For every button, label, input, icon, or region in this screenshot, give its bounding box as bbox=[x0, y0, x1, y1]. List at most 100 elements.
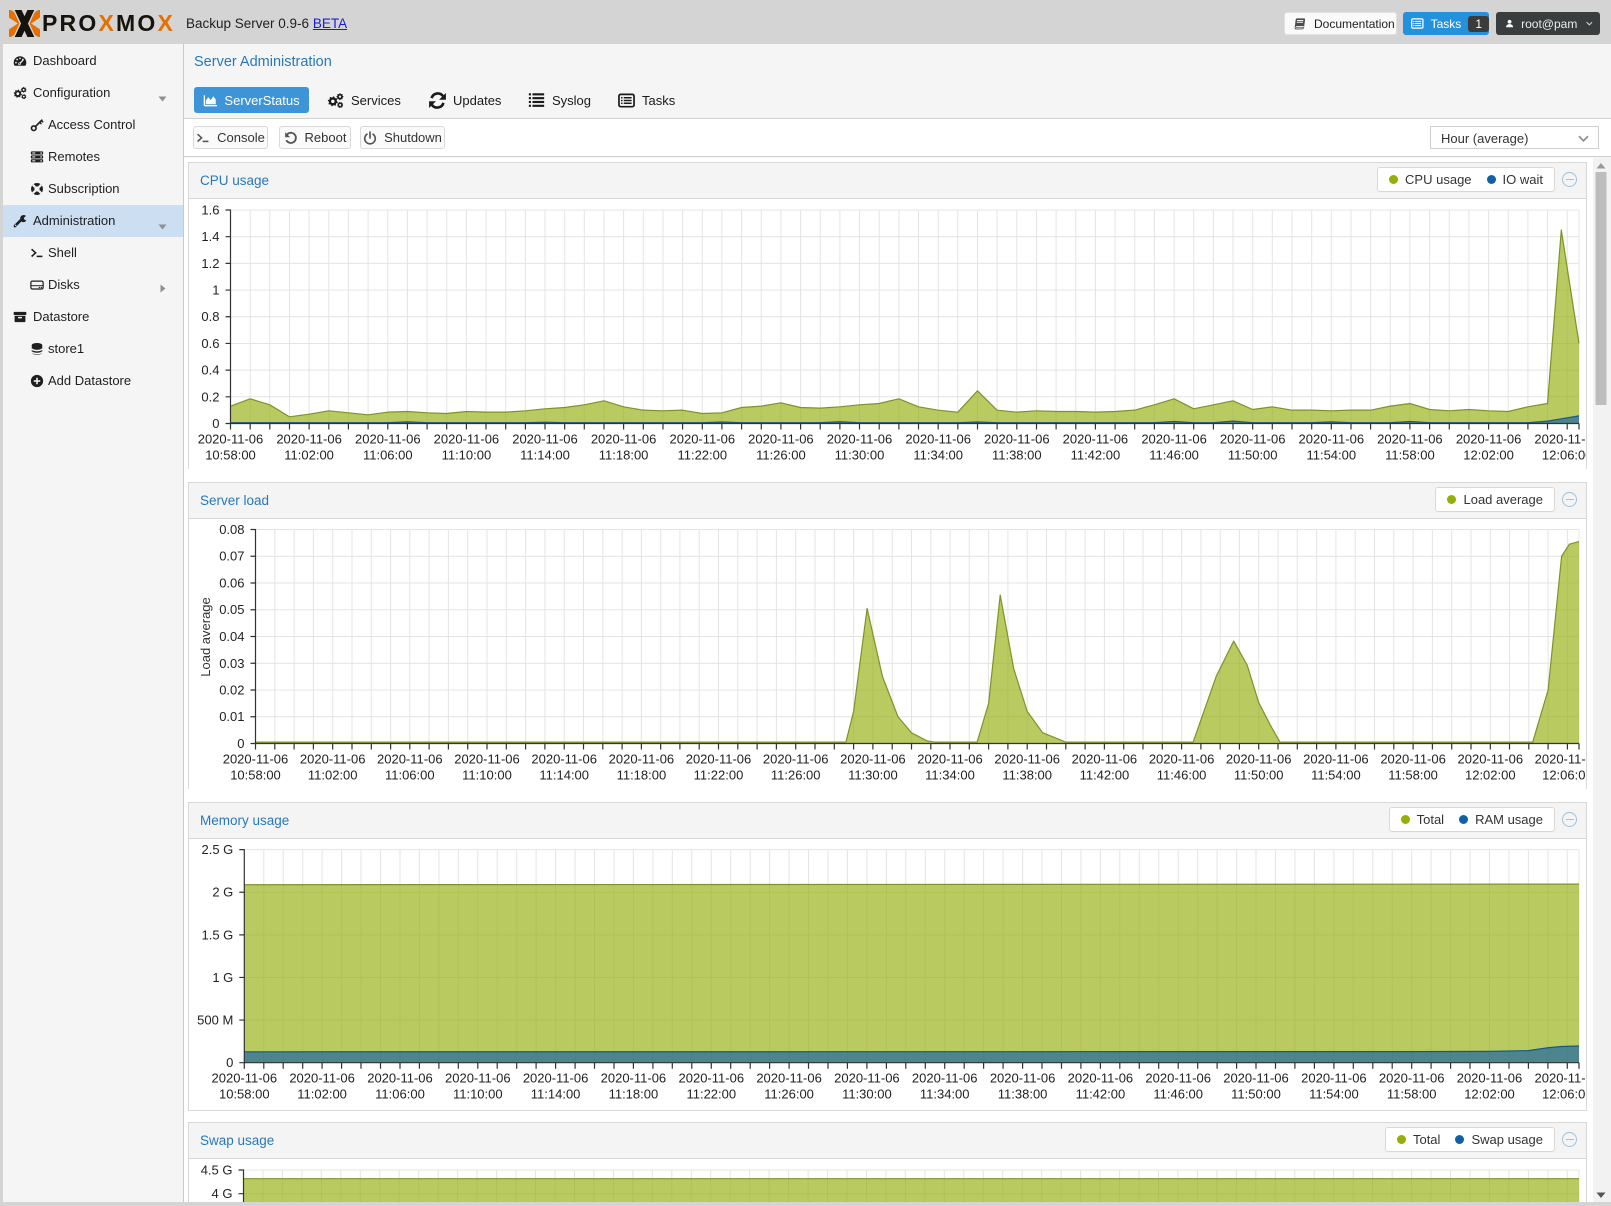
svg-text:12:06:00: 12:06:00 bbox=[1542, 768, 1586, 783]
svg-text:11:18:00: 11:18:00 bbox=[617, 768, 667, 783]
svg-text:2020-11-06: 2020-11-06 bbox=[1072, 752, 1138, 767]
svg-text:2020-11-06: 2020-11-06 bbox=[1223, 1071, 1289, 1086]
svg-text:1: 1 bbox=[212, 283, 219, 298]
svg-text:2020-11-06: 2020-11-06 bbox=[198, 432, 264, 447]
svg-text:0.4: 0.4 bbox=[201, 363, 219, 378]
svg-text:2020-11-06: 2020-11-06 bbox=[377, 752, 443, 767]
svg-text:2020-11-06: 2020-11-06 bbox=[827, 432, 893, 447]
svg-text:10:58:00: 10:58:00 bbox=[230, 768, 281, 783]
svg-text:1 G: 1 G bbox=[212, 970, 233, 985]
svg-text:2020-11-06: 2020-11-06 bbox=[531, 752, 597, 767]
svg-text:4 G: 4 G bbox=[212, 1186, 233, 1201]
svg-text:2020-11-06: 2020-11-06 bbox=[1068, 1071, 1134, 1086]
svg-text:2020-11-06: 2020-11-06 bbox=[1535, 1071, 1586, 1086]
svg-text:1.2: 1.2 bbox=[201, 256, 219, 271]
svg-text:0: 0 bbox=[226, 1055, 233, 1070]
svg-text:2020-11-06: 2020-11-06 bbox=[679, 1071, 745, 1086]
svg-text:11:38:00: 11:38:00 bbox=[1002, 768, 1052, 783]
svg-text:12:06:00: 12:06:00 bbox=[1542, 448, 1586, 463]
svg-text:11:06:00: 11:06:00 bbox=[385, 768, 435, 783]
svg-text:10:58:00: 10:58:00 bbox=[205, 448, 256, 463]
svg-text:11:58:00: 11:58:00 bbox=[1388, 768, 1438, 783]
svg-text:2020-11-06: 2020-11-06 bbox=[434, 432, 500, 447]
svg-text:0.2: 0.2 bbox=[201, 389, 219, 404]
svg-text:0.03: 0.03 bbox=[219, 656, 244, 671]
svg-text:2020-11-06: 2020-11-06 bbox=[223, 752, 289, 767]
svg-text:2.5 G: 2.5 G bbox=[202, 842, 234, 857]
svg-text:2020-11-06: 2020-11-06 bbox=[454, 752, 520, 767]
svg-text:11:10:00: 11:10:00 bbox=[453, 1087, 503, 1102]
svg-text:11:30:00: 11:30:00 bbox=[835, 448, 885, 463]
svg-text:0: 0 bbox=[212, 416, 219, 431]
svg-text:11:14:00: 11:14:00 bbox=[520, 448, 570, 463]
svg-text:2020-11-06: 2020-11-06 bbox=[840, 752, 906, 767]
svg-text:2020-11-06: 2020-11-06 bbox=[905, 432, 971, 447]
svg-text:2020-11-06: 2020-11-06 bbox=[1145, 1071, 1211, 1086]
svg-text:2020-11-06: 2020-11-06 bbox=[1458, 752, 1524, 767]
svg-text:2020-11-06: 2020-11-06 bbox=[912, 1071, 978, 1086]
svg-text:11:26:00: 11:26:00 bbox=[764, 1087, 814, 1102]
svg-text:12:02:00: 12:02:00 bbox=[1463, 448, 1514, 463]
svg-text:2 G: 2 G bbox=[212, 885, 233, 900]
svg-text:2020-11-06: 2020-11-06 bbox=[1377, 432, 1443, 447]
svg-text:11:22:00: 11:22:00 bbox=[686, 1087, 736, 1102]
svg-text:0.8: 0.8 bbox=[201, 309, 219, 324]
svg-text:2020-11-06: 2020-11-06 bbox=[1301, 1071, 1367, 1086]
svg-text:0.02: 0.02 bbox=[219, 683, 244, 698]
svg-text:11:22:00: 11:22:00 bbox=[694, 768, 744, 783]
svg-text:2020-11-06: 2020-11-06 bbox=[212, 1071, 278, 1086]
svg-text:Load average: Load average bbox=[198, 597, 213, 677]
svg-text:11:14:00: 11:14:00 bbox=[539, 768, 589, 783]
svg-text:11:26:00: 11:26:00 bbox=[756, 448, 806, 463]
svg-text:2020-11-06: 2020-11-06 bbox=[1457, 1071, 1523, 1086]
svg-text:2020-11-06: 2020-11-06 bbox=[609, 752, 675, 767]
svg-text:2020-11-06: 2020-11-06 bbox=[670, 432, 736, 447]
svg-text:12:06:00: 12:06:00 bbox=[1542, 1087, 1586, 1102]
svg-text:11:54:00: 11:54:00 bbox=[1311, 768, 1361, 783]
svg-text:2020-11-06: 2020-11-06 bbox=[994, 752, 1060, 767]
svg-text:2020-11-06: 2020-11-06 bbox=[756, 1071, 822, 1086]
svg-text:11:50:00: 11:50:00 bbox=[1231, 1087, 1281, 1102]
svg-text:11:46:00: 11:46:00 bbox=[1153, 1087, 1203, 1102]
svg-text:2020-11-06: 2020-11-06 bbox=[1141, 432, 1207, 447]
svg-text:2020-11-06: 2020-11-06 bbox=[763, 752, 829, 767]
svg-text:2020-11-06: 2020-11-06 bbox=[1535, 752, 1586, 767]
svg-text:2020-11-06: 2020-11-06 bbox=[686, 752, 752, 767]
svg-text:2020-11-06: 2020-11-06 bbox=[984, 432, 1050, 447]
svg-text:0.07: 0.07 bbox=[219, 549, 244, 564]
svg-text:2020-11-06: 2020-11-06 bbox=[1063, 432, 1129, 447]
svg-text:2020-11-06: 2020-11-06 bbox=[300, 752, 366, 767]
svg-text:11:06:00: 11:06:00 bbox=[375, 1087, 425, 1102]
svg-text:11:30:00: 11:30:00 bbox=[842, 1087, 892, 1102]
svg-text:2020-11-06: 2020-11-06 bbox=[445, 1071, 511, 1086]
svg-text:11:18:00: 11:18:00 bbox=[609, 1087, 659, 1102]
svg-text:2020-11-06: 2020-11-06 bbox=[1303, 752, 1369, 767]
svg-text:2020-11-06: 2020-11-06 bbox=[1226, 752, 1292, 767]
svg-text:1.6: 1.6 bbox=[201, 203, 219, 218]
svg-text:10:58:00: 10:58:00 bbox=[219, 1087, 270, 1102]
svg-text:11:38:00: 11:38:00 bbox=[992, 448, 1042, 463]
svg-text:11:26:00: 11:26:00 bbox=[771, 768, 821, 783]
svg-text:2020-11-06: 2020-11-06 bbox=[289, 1071, 355, 1086]
svg-text:11:34:00: 11:34:00 bbox=[913, 448, 963, 463]
svg-text:11:22:00: 11:22:00 bbox=[677, 448, 727, 463]
svg-text:0: 0 bbox=[237, 736, 244, 751]
svg-text:2020-11-06: 2020-11-06 bbox=[523, 1071, 589, 1086]
svg-text:11:46:00: 11:46:00 bbox=[1157, 768, 1207, 783]
svg-text:11:06:00: 11:06:00 bbox=[363, 448, 413, 463]
svg-text:11:50:00: 11:50:00 bbox=[1228, 448, 1278, 463]
svg-text:11:42:00: 11:42:00 bbox=[1080, 768, 1130, 783]
svg-text:11:46:00: 11:46:00 bbox=[1149, 448, 1199, 463]
svg-text:11:34:00: 11:34:00 bbox=[925, 768, 975, 783]
svg-text:1.4: 1.4 bbox=[201, 229, 219, 244]
svg-text:11:58:00: 11:58:00 bbox=[1387, 1087, 1437, 1102]
svg-text:11:02:00: 11:02:00 bbox=[297, 1087, 347, 1102]
svg-text:0.08: 0.08 bbox=[219, 522, 244, 537]
svg-text:2020-11-06: 2020-11-06 bbox=[834, 1071, 900, 1086]
svg-text:2020-11-06: 2020-11-06 bbox=[1380, 752, 1446, 767]
svg-text:0.06: 0.06 bbox=[219, 576, 244, 591]
svg-text:2020-11-06: 2020-11-06 bbox=[1379, 1071, 1445, 1086]
svg-text:2020-11-06: 2020-11-06 bbox=[512, 432, 578, 447]
svg-text:2020-11-06: 2020-11-06 bbox=[748, 432, 814, 447]
svg-text:2020-11-06: 2020-11-06 bbox=[1534, 432, 1586, 447]
